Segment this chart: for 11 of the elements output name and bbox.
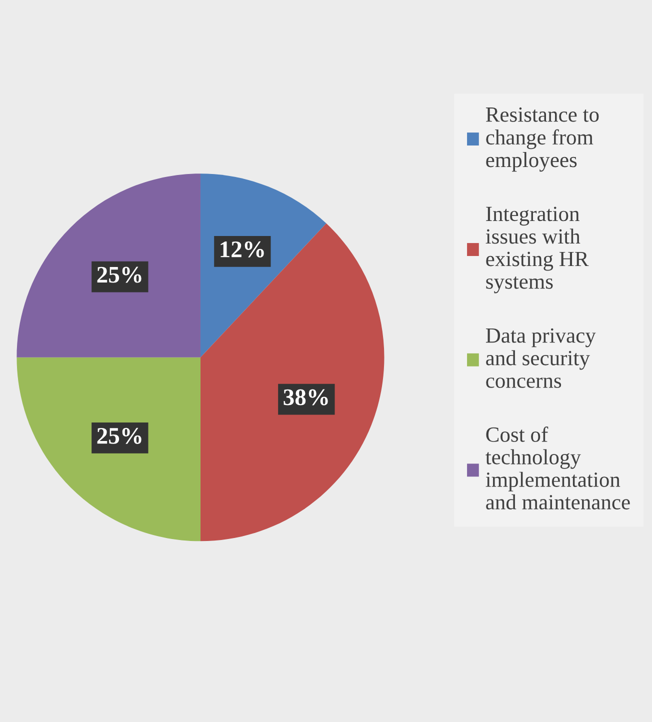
pie-slice	[200, 223, 384, 542]
pie-slice	[16, 174, 200, 358]
legend-label: Data privacy and security concerns	[486, 328, 596, 388]
legend-label: Resistance to change from employees	[486, 107, 599, 172]
data-label: 25%	[97, 428, 142, 444]
pie-slice	[16, 357, 200, 542]
data-label: 25%	[97, 266, 142, 283]
legend-label: Integration issues with existing HR systems	[486, 206, 589, 294]
legend-label: Cost of technology implementation and maintenance	[486, 426, 630, 510]
data-label: 12%	[220, 241, 264, 258]
data-label: 38%	[284, 389, 328, 406]
